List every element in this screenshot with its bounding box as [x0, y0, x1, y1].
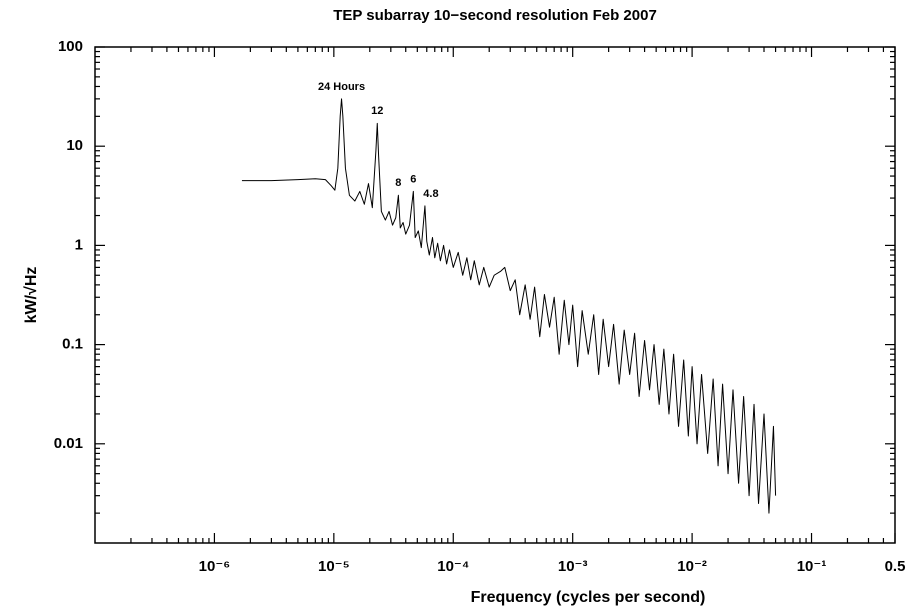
x-axis-label: Frequency (cycles per second)	[471, 589, 706, 606]
y-tick-label: 100	[58, 38, 83, 55]
annotation: 6	[410, 173, 416, 185]
x-tick-label: 0.5	[885, 558, 906, 575]
annotation: 24 Hours	[318, 81, 365, 93]
x-tick-label: 10⁻⁵	[318, 558, 350, 575]
annotation: 12	[371, 105, 383, 117]
spectrum-line	[241, 98, 777, 514]
x-tick-label: 10⁻⁶	[199, 558, 231, 575]
y-tick-label: 0.01	[54, 435, 83, 452]
chart-title: TEP subarray 10−second resolution Feb 20…	[333, 7, 657, 24]
plot-frame	[94, 46, 896, 544]
x-tick-label: 10⁻³	[558, 558, 588, 575]
annotation: 8	[395, 177, 401, 189]
y-tick-label: 1	[75, 236, 83, 253]
annotation: 4.8	[423, 188, 438, 200]
y-tick-label: 10	[66, 137, 83, 154]
x-tick-label: 10⁻¹	[797, 558, 827, 575]
x-tick-label: 10⁻⁴	[437, 558, 469, 575]
x-tick-label: 10⁻²	[677, 558, 707, 575]
y-axis-label: kW/√Hz	[23, 267, 40, 324]
y-tick-label: 0.1	[62, 336, 83, 353]
